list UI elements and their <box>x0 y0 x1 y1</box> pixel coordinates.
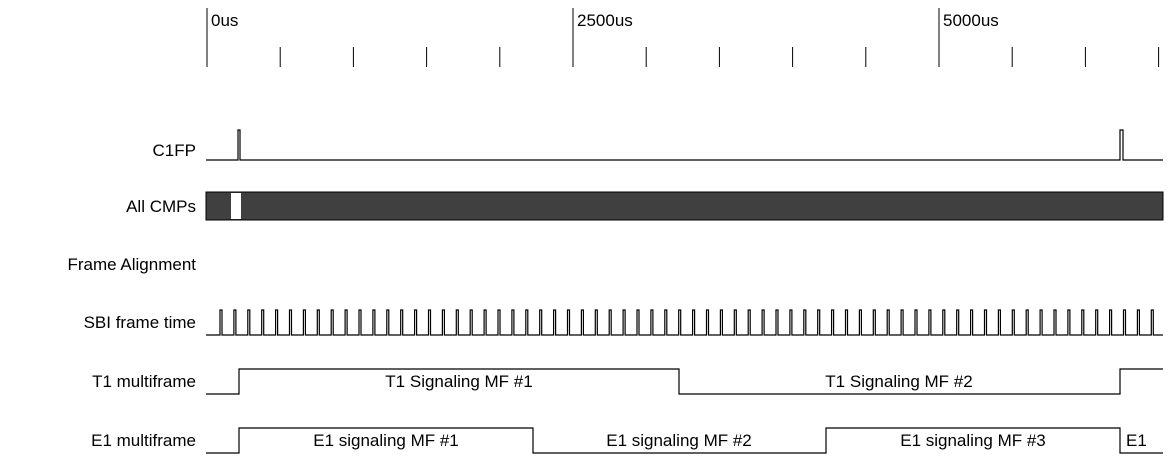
c1fp-waveform <box>206 129 1163 161</box>
frame-alignment-label: Frame Alignment <box>68 255 197 274</box>
major-tick-label: 0us <box>211 11 238 30</box>
e1-segment-4-label: E1 <box>1126 431 1147 450</box>
e1-segment-2-label: E1 signaling MF #2 <box>606 431 752 450</box>
e1-multiframe-label: E1 multiframe <box>91 431 196 450</box>
e1-multiframe-waveform <box>206 427 1163 454</box>
e1-segment-3-label: E1 signaling MF #3 <box>900 431 1046 450</box>
c1fp-label: C1FP <box>153 141 196 160</box>
all-cmps-gap <box>231 193 241 219</box>
sbi-frame-time-label: SBI frame time <box>84 313 196 332</box>
major-tick-label: 5000us <box>943 11 999 30</box>
sbi-frame-time-waveform <box>206 309 1163 336</box>
t1-segment-2-label: T1 Signaling MF #2 <box>825 372 972 391</box>
t1-multiframe-label: T1 multiframe <box>92 372 196 391</box>
major-tick-label: 2500us <box>577 11 633 30</box>
t1-segment-1-label: T1 Signaling MF #1 <box>385 372 532 391</box>
t1-multiframe-waveform <box>206 368 1163 395</box>
all-cmps-label: All CMPs <box>126 197 196 216</box>
e1-segment-1-label: E1 signaling MF #1 <box>313 431 459 450</box>
all-cmps-waveform <box>205 191 1164 221</box>
all-cmps-bar <box>205 191 1164 221</box>
time-ruler: 0us 2500us 5000us <box>206 8 1160 67</box>
